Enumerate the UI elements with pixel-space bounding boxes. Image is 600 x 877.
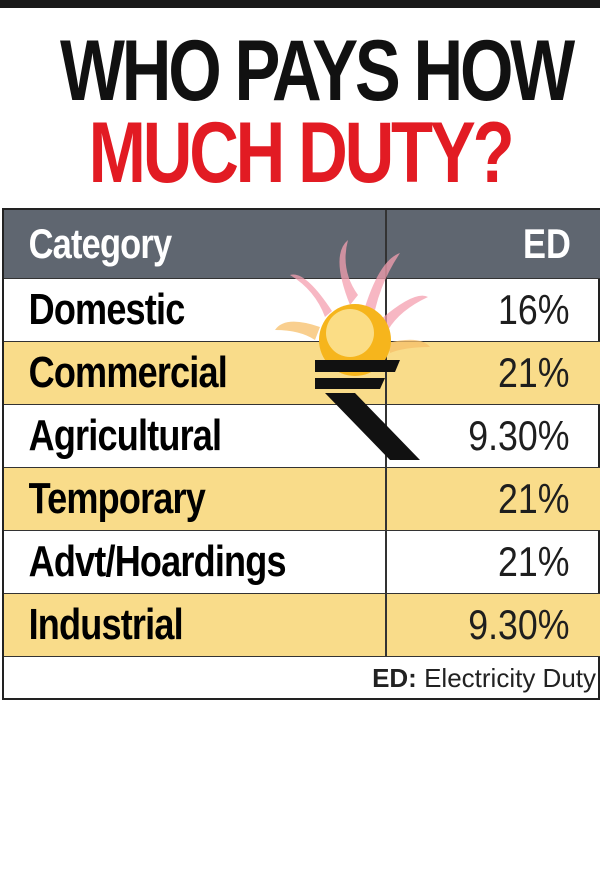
ed-value: 21% — [497, 349, 570, 396]
ed-cell: 21% — [386, 341, 600, 405]
header-category: Category — [4, 210, 387, 279]
title-line-1: WHO PAYS HOW — [60, 23, 575, 119]
footnote-text: Electricity Duty — [424, 663, 596, 693]
top-rule — [0, 0, 600, 8]
ed-value: 9.30% — [468, 601, 570, 648]
ed-cell: 21% — [386, 467, 600, 531]
ed-cell: 9.30% — [386, 593, 600, 657]
footnote: ED: Electricity Duty — [372, 663, 596, 694]
category-cell: Commercial — [4, 341, 387, 405]
ed-value: 21% — [497, 475, 570, 522]
category-label: Commercial — [28, 348, 228, 397]
table-row: Commercial 21% — [4, 341, 600, 405]
table-row: Advt/Hoardings 21% — [4, 530, 600, 594]
ed-value: 9.30% — [468, 412, 570, 459]
table-row: Temporary 21% — [4, 467, 600, 531]
table-row: Agricultural 9.30% — [4, 404, 600, 468]
header-ed: ED — [386, 210, 600, 279]
duty-table-card: Category ED Domestic 16% Commercial 21% … — [2, 208, 600, 700]
category-label: Domestic — [28, 285, 186, 334]
category-label: Advt/Hoardings — [28, 537, 287, 586]
duty-table: Category ED Domestic 16% Commercial 21% … — [4, 210, 600, 657]
category-cell: Agricultural — [4, 404, 387, 468]
ed-cell: 21% — [386, 530, 600, 594]
ed-value: 16% — [497, 286, 570, 333]
table-row: Domestic 16% — [4, 278, 600, 342]
ed-value: 21% — [497, 538, 570, 585]
header-category-label: Category — [28, 220, 173, 267]
category-cell: Temporary — [4, 467, 387, 531]
category-label: Temporary — [28, 474, 206, 523]
category-cell: Domestic — [4, 278, 387, 342]
table-row: Industrial 9.30% — [4, 593, 600, 657]
title-line-2: MUCH DUTY? — [88, 105, 515, 201]
table-header-row: Category ED — [4, 210, 600, 279]
category-label: Agricultural — [28, 411, 222, 460]
category-cell: Industrial — [4, 593, 387, 657]
ed-cell: 9.30% — [386, 404, 600, 468]
footnote-abbr: ED: — [372, 663, 417, 693]
category-label: Industrial — [28, 600, 184, 649]
category-cell: Advt/Hoardings — [4, 530, 387, 594]
ed-cell: 16% — [386, 278, 600, 342]
header-ed-label: ED — [522, 220, 571, 267]
